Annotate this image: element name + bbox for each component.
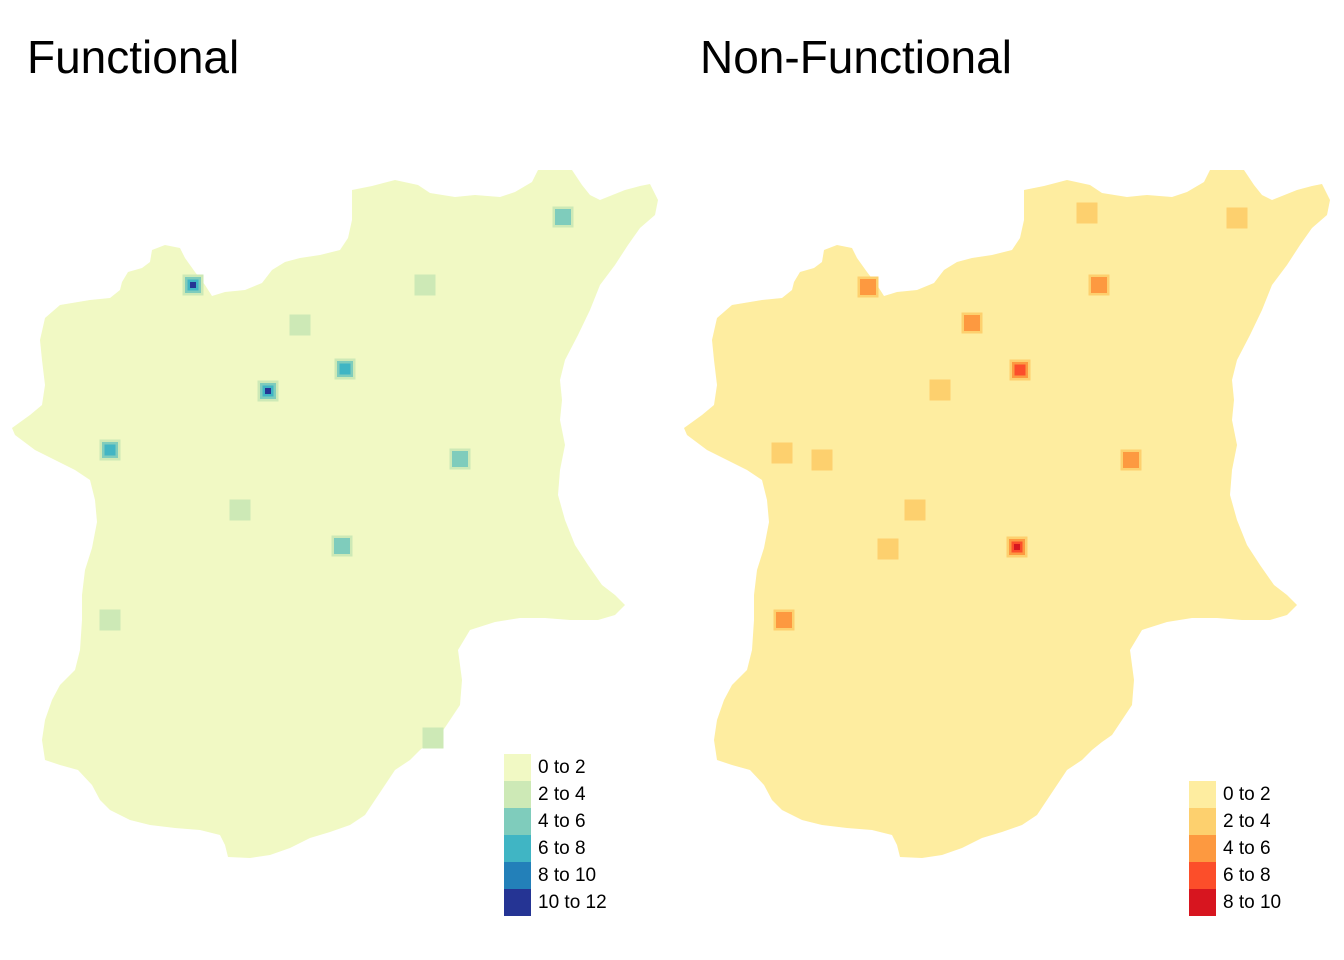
hotspot-13 <box>811 449 833 471</box>
legend: 0 to 2 2 to 4 4 to 6 6 to 8 8 to 10 10 to 12 <box>504 754 607 916</box>
legend-label: 0 to 2 <box>538 756 586 778</box>
hotspot-3 <box>339 363 351 375</box>
legend-item: 6 to 8 <box>504 835 607 862</box>
legend-label: 8 to 10 <box>538 864 597 886</box>
legend-label: 10 to 12 <box>538 891 607 913</box>
legend-swatch <box>1189 781 1216 808</box>
hotspot-6 <box>334 538 350 554</box>
legend-swatch <box>504 835 531 862</box>
legend-item: 2 to 4 <box>504 781 607 808</box>
legend-label: 2 to 4 <box>538 783 586 805</box>
hotspot-10 <box>929 379 951 401</box>
legend-item: 8 to 10 <box>1189 889 1281 916</box>
legend-item: 0 to 2 <box>504 754 607 781</box>
hotspot-9 <box>1226 207 1248 229</box>
legend-swatch <box>504 808 531 835</box>
legend-item: 4 to 6 <box>1189 835 1281 862</box>
legend-swatch <box>1189 862 1216 889</box>
hotspot-10 <box>99 609 121 631</box>
panel-title: Functional <box>27 31 240 83</box>
hotspot-12 <box>771 442 793 464</box>
hotspot-2 <box>190 282 196 288</box>
hotspot-5 <box>555 209 571 225</box>
legend-swatch <box>504 781 531 808</box>
hotspot-1 <box>265 388 271 394</box>
hotspot-2 <box>1014 364 1026 376</box>
legend-label: 4 to 6 <box>1223 837 1271 859</box>
hotspot-11 <box>422 727 444 749</box>
hotspot-4 <box>964 315 980 331</box>
panel-nonfunctional: Non-Functional 0 to 2 2 to 4 4 to 6 6 to 8 8… <box>672 0 1344 960</box>
panel-title: Non-Functional <box>700 31 1012 83</box>
legend-item: 4 to 6 <box>504 808 607 835</box>
hotspot-5 <box>1123 452 1139 468</box>
legend-label: 0 to 2 <box>1223 783 1271 805</box>
legend-label: 6 to 8 <box>538 837 586 859</box>
region-map <box>12 170 658 858</box>
legend: 0 to 2 2 to 4 4 to 6 6 to 8 8 to 10 <box>1189 781 1281 916</box>
legend-item: 8 to 10 <box>504 862 607 889</box>
hotspot-6 <box>860 279 876 295</box>
region-outline <box>12 170 658 858</box>
hotspot-1 <box>1014 544 1020 550</box>
legend-item: 2 to 4 <box>1189 808 1281 835</box>
legend-swatch <box>504 754 531 781</box>
legend-item: 6 to 8 <box>1189 862 1281 889</box>
hotspot-4 <box>104 444 116 456</box>
panel-functional: Functional 0 to 2 2 to 4 4 to 6 6 to 8 8 to … <box>12 31 658 916</box>
legend-label: 2 to 4 <box>1223 810 1271 832</box>
region-outline <box>684 170 1330 858</box>
legend-label: 6 to 8 <box>1223 864 1271 886</box>
hotspot-8 <box>289 314 311 336</box>
legend-item: 0 to 2 <box>1189 781 1281 808</box>
legend-label: 4 to 6 <box>538 810 586 832</box>
region-map <box>684 170 1330 858</box>
hotspot-3 <box>1091 277 1107 293</box>
hotspot-12 <box>229 499 251 521</box>
hotspot-8 <box>1076 202 1098 224</box>
legend-label: 8 to 10 <box>1223 891 1282 913</box>
legend-swatch <box>504 862 531 889</box>
hotspot-7 <box>452 451 468 467</box>
legend-swatch <box>1189 835 1216 862</box>
legend-item: 10 to 12 <box>504 889 607 916</box>
hotspot-11 <box>877 538 899 560</box>
legend-swatch <box>504 889 531 916</box>
hotspot-7 <box>776 612 792 628</box>
legend-swatch <box>1189 808 1216 835</box>
hotspot-14 <box>904 499 926 521</box>
legend-swatch <box>1189 889 1216 916</box>
hotspot-9 <box>414 274 436 296</box>
